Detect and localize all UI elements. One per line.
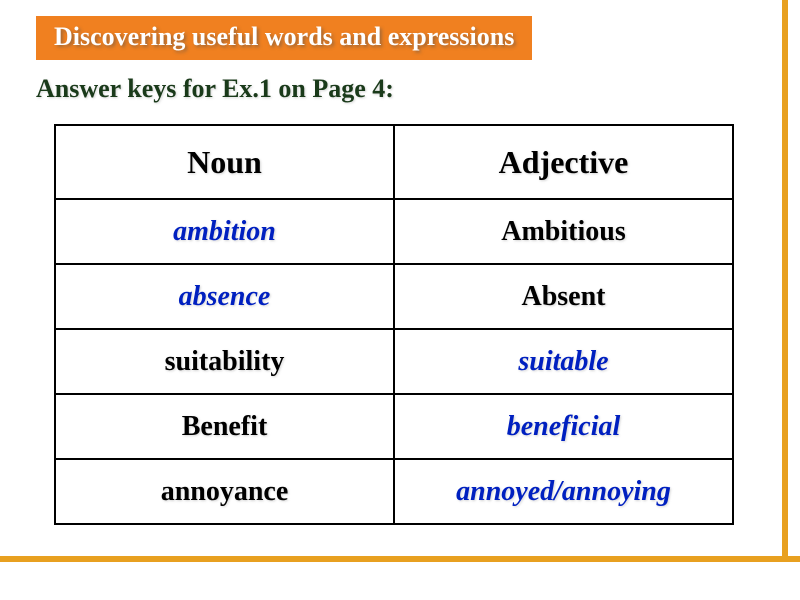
cell-noun-3: Benefit (55, 394, 394, 459)
slide-subtitle: Answer keys for Ex.1 on Page 4: (36, 74, 394, 104)
cell-noun-2: suitability (55, 329, 394, 394)
cell-adj-1: Absent (394, 264, 733, 329)
cell-noun-4: annoyance (55, 459, 394, 524)
slide-title: Discovering useful words and expressions (36, 16, 532, 60)
cell-adj-2: suitable (394, 329, 733, 394)
cell-noun-0: ambition (55, 199, 394, 264)
vocabulary-table: Noun Adjective ambition Ambitious absenc… (54, 124, 734, 525)
table-row: Benefit beneficial (55, 394, 733, 459)
table-row: absence Absent (55, 264, 733, 329)
cell-noun-1: absence (55, 264, 394, 329)
table-header-row: Noun Adjective (55, 125, 733, 199)
right-accent-border (782, 0, 788, 556)
table-row: ambition Ambitious (55, 199, 733, 264)
cell-adj-4: annoyed/annoying (394, 459, 733, 524)
table-row: suitability suitable (55, 329, 733, 394)
cell-adj-3: beneficial (394, 394, 733, 459)
cell-adj-0: Ambitious (394, 199, 733, 264)
header-noun: Noun (55, 125, 394, 199)
header-adjective: Adjective (394, 125, 733, 199)
bottom-accent-border (0, 556, 800, 562)
table-row: annoyance annoyed/annoying (55, 459, 733, 524)
